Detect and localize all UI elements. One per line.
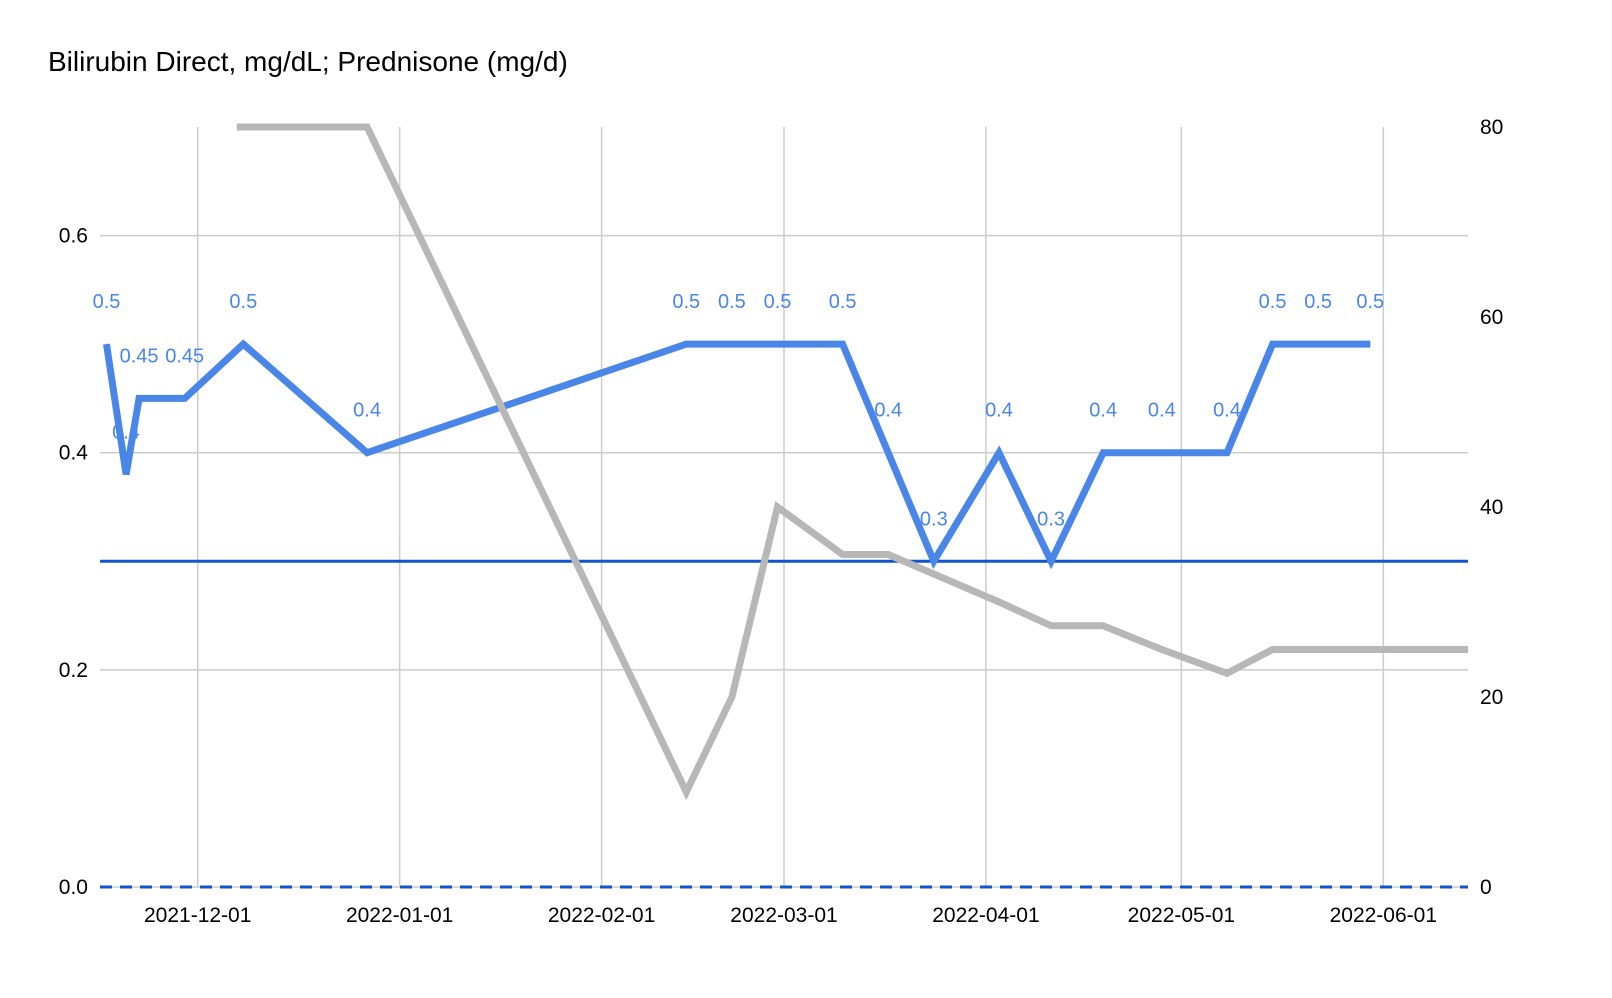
data-label: 0.5 (229, 291, 257, 313)
data-point (1369, 343, 1371, 345)
y-axis-left-ticks: 0.0 0.2 0.4 0.6 (59, 225, 89, 899)
data-label: 0.45 (165, 345, 204, 367)
data-point (685, 343, 687, 345)
data-label: 0.5 (764, 291, 792, 313)
y-left-tick-label: 0.2 (59, 659, 88, 682)
data-label: 0.4 (985, 400, 1013, 422)
data-point (106, 343, 108, 345)
data-point (1226, 672, 1228, 674)
data-point (1317, 343, 1319, 345)
y-left-tick-label: 0.4 (59, 442, 89, 465)
data-point (1226, 452, 1228, 454)
data-point (1050, 625, 1052, 627)
data-point (933, 560, 935, 562)
data-point (1272, 649, 1274, 650)
data-labels: 0.5 0.4 0.45 0.45 0.5 0.4 0.5 0.5 0.5 0.5 0.4 0.3 0.… (93, 291, 1385, 530)
data-point (887, 554, 889, 555)
data-point (125, 473, 127, 475)
data-label: 0.5 (1259, 291, 1287, 313)
data-point (731, 696, 733, 698)
data-point (998, 601, 1000, 603)
x-tick-label: 2022-01-01 (346, 904, 453, 927)
y-axis-right-ticks: 0 20 40 60 80 (1480, 116, 1503, 899)
data-point (1161, 452, 1163, 454)
data-point (138, 397, 140, 399)
data-point (1102, 452, 1104, 454)
data-label: 0.5 (1356, 291, 1384, 313)
data-point (731, 343, 733, 345)
x-tick-label: 2022-04-01 (932, 904, 1039, 927)
data-point (366, 126, 368, 128)
data-point (1050, 560, 1052, 562)
data-label: 0.5 (1304, 291, 1332, 313)
data-label: 0.3 (1037, 508, 1065, 530)
data-point (998, 452, 1000, 454)
data-point (184, 397, 186, 399)
data-point (776, 506, 778, 508)
bilirubin-line (103, 339, 1371, 570)
data-label: 0.4 (1148, 400, 1176, 422)
data-label: 0.5 (718, 291, 746, 313)
data-point (366, 452, 368, 454)
data-point (236, 126, 238, 128)
data-point (1161, 649, 1163, 650)
data-point (1272, 343, 1274, 345)
data-label: 0.4 (1089, 400, 1117, 422)
y-right-tick-label: 40 (1480, 496, 1503, 519)
data-label: 0.4 (1213, 400, 1241, 422)
chart-title: Bilirubin Direct, mg/dL; Prednisone (mg/… (48, 46, 568, 77)
reference-lines (100, 559, 1468, 889)
x-tick-label: 2021-12-01 (144, 904, 251, 927)
prednisone-line (236, 123, 1468, 801)
data-label: 0.5 (829, 291, 857, 313)
data-point (842, 554, 844, 555)
data-label: 0.3 (920, 508, 948, 530)
data-label: 0.4 (112, 421, 140, 443)
data-point (1467, 649, 1469, 650)
y-left-tick-label: 0.0 (59, 876, 88, 899)
data-label: 0.45 (120, 345, 159, 367)
data-label: 0.4 (874, 400, 902, 422)
data-point (242, 343, 244, 345)
data-label: 0.4 (353, 400, 381, 422)
data-point (685, 791, 687, 793)
gridlines (100, 127, 1468, 888)
data-label: 0.5 (672, 291, 700, 313)
data-point (776, 343, 778, 345)
x-tick-label: 2022-03-01 (730, 904, 837, 927)
x-axis-ticks: 2021-12-01 2022-01-01 2022-02-01 2022-03-01… (144, 904, 1437, 927)
y-right-tick-label: 60 (1480, 306, 1503, 329)
x-tick-label: 2022-02-01 (548, 904, 655, 927)
data-point (887, 452, 889, 454)
y-right-tick-label: 0 (1480, 876, 1492, 899)
data-point (1102, 625, 1104, 627)
y-right-tick-label: 80 (1480, 116, 1503, 139)
x-tick-label: 2022-05-01 (1128, 904, 1235, 927)
data-point (842, 343, 844, 345)
data-label: 0.5 (93, 291, 121, 313)
y-left-tick-label: 0.6 (59, 225, 88, 248)
series-lines (103, 123, 1469, 801)
y-right-tick-label: 20 (1480, 686, 1503, 709)
x-tick-label: 2022-06-01 (1330, 904, 1437, 927)
